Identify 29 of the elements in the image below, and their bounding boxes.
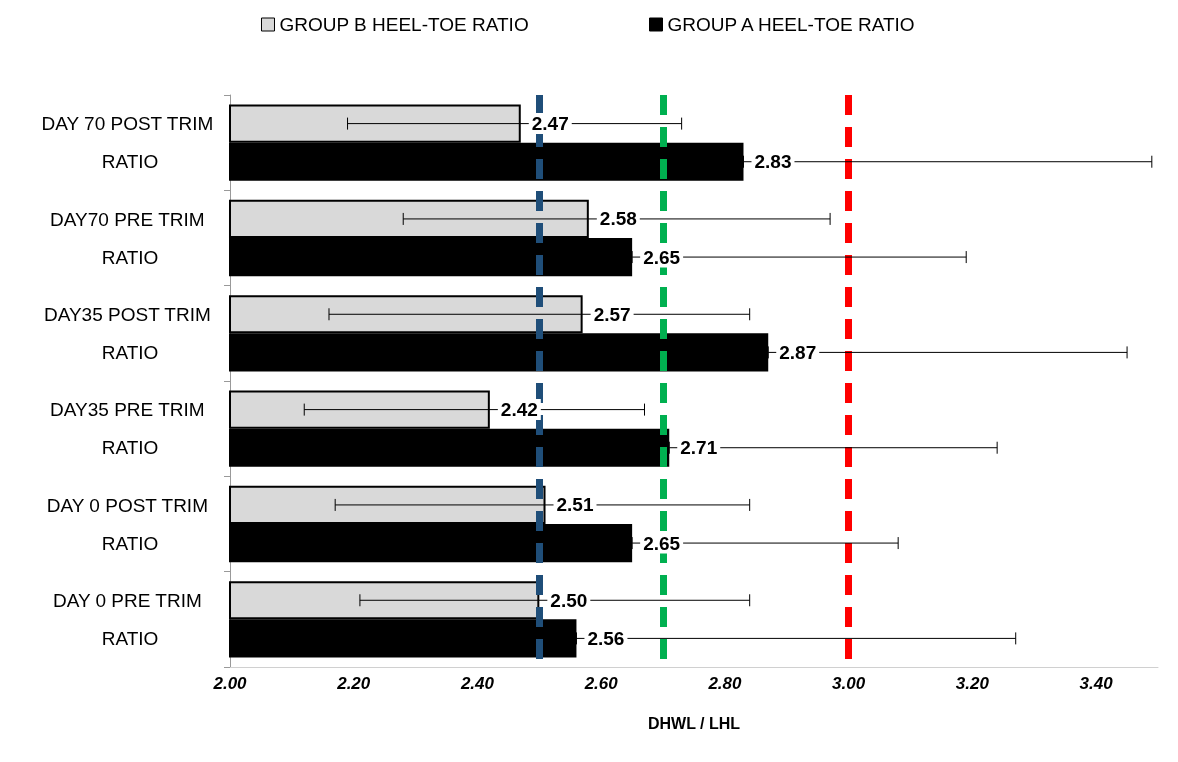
legend-label: GROUP A HEEL-TOE RATIO bbox=[667, 14, 915, 35]
x-tick-label: 3.00 bbox=[832, 674, 866, 693]
x-tick-label: 2.60 bbox=[583, 674, 619, 693]
y-tick-label: DAY 0 POST TRIM RATIO bbox=[46, 494, 214, 554]
data-label: 2.47 bbox=[531, 113, 569, 135]
data-label: 2.71 bbox=[680, 437, 718, 459]
y-tick-label: DAY 70 POST TRIM RATIO bbox=[41, 113, 219, 173]
x-tick-label: 2.80 bbox=[707, 674, 743, 693]
data-label: 2.42 bbox=[500, 399, 538, 421]
x-axis-title: DHWL / LHL bbox=[647, 714, 741, 732]
data-label: 2.65 bbox=[643, 532, 681, 554]
y-tick-label: DAY70 PRE TRIM RATIO bbox=[50, 208, 210, 268]
data-label: 2.65 bbox=[643, 246, 681, 268]
x-tick-label: 3.20 bbox=[955, 674, 990, 693]
x-tick-label: 2.00 bbox=[212, 674, 248, 693]
y-tick-label: DAY35 POST TRIM RATIO bbox=[43, 303, 217, 363]
data-label: 2.56 bbox=[587, 627, 625, 649]
data-label: 2.83 bbox=[754, 151, 792, 173]
y-tick-label: DAY 0 PRE TRIM RATIO bbox=[52, 589, 208, 649]
data-label: 2.50 bbox=[550, 589, 588, 611]
x-tick-label: 2.40 bbox=[459, 674, 495, 693]
x-tick-label: 3.40 bbox=[1079, 674, 1114, 693]
data-label: 2.58 bbox=[599, 208, 637, 230]
legend-label: GROUP B HEEL-TOE RATIO bbox=[279, 14, 529, 35]
data-label: 2.57 bbox=[593, 303, 631, 325]
data-label: 2.87 bbox=[779, 341, 817, 363]
data-label: 2.51 bbox=[556, 494, 594, 516]
y-tick-label: DAY35 PRE TRIM RATIO bbox=[50, 399, 210, 459]
x-tick-label: 2.20 bbox=[336, 674, 371, 693]
